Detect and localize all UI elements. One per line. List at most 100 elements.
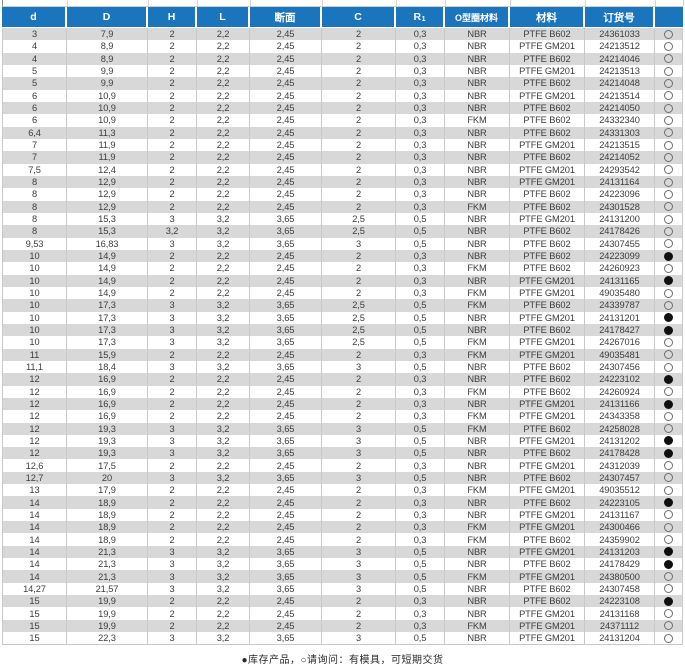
cell-D: 12,9 — [67, 200, 148, 213]
cell-order-no: 24359902 — [585, 533, 655, 546]
cell-D: 21,3 — [67, 545, 148, 559]
cell-status — [655, 126, 683, 139]
cell-oring-material: NBR — [445, 434, 510, 448]
cell-D: 19,9 — [67, 595, 148, 608]
cell-L: 2,2 — [197, 496, 250, 509]
cell-L: 3,2 — [197, 237, 250, 250]
cell-C: 2 — [322, 200, 396, 213]
cell-H: 3 — [148, 632, 197, 645]
cell-oring-material: NBR — [445, 52, 510, 65]
cell-d: 10 — [2, 336, 67, 349]
cell-D: 17,3 — [67, 311, 148, 324]
inquiry-dot-icon — [664, 239, 673, 249]
cell-oring-material: NBR — [445, 237, 510, 250]
cell-status — [655, 138, 683, 152]
cell-C: 2 — [322, 595, 396, 608]
table-row: 14 21,3 3 3,2 3,65 3 0,5 NBR PTFE B602 24178429 — [2, 558, 683, 571]
cell-d: 10 — [2, 262, 67, 275]
cell-d: 3 — [2, 28, 67, 41]
cell-H: 2 — [148, 262, 197, 275]
top-edge-cell — [446, 0, 511, 6]
cell-R1: 0,3 — [396, 410, 445, 423]
cell-d: 12 — [2, 385, 67, 398]
cell-L: 2,2 — [197, 274, 250, 287]
cell-L: 2,2 — [197, 607, 250, 620]
cell-order-no: 49035481 — [585, 348, 655, 361]
cell-d: 14 — [2, 521, 67, 534]
cell-status — [655, 373, 683, 386]
cell-order-no: 24307456 — [585, 360, 655, 374]
cell-section: 2,45 — [250, 595, 322, 608]
legend-note: ●库存产品，○请询问：有模具，可短期交货 — [0, 651, 685, 666]
cell-R1: 0,3 — [396, 348, 445, 361]
cell-order-no: 24223105 — [585, 496, 655, 509]
inquiry-dot-icon — [664, 350, 673, 360]
table-row: 6 10,9 2 2,2 2,45 2 0,3 FKM PTFE B602 24332340 — [2, 114, 683, 127]
table-row: 8 12,9 2 2,2 2,45 2 0,3 NBR PTFE GM201 24131164 — [2, 175, 683, 189]
table-row: 13 17,9 2 2,2 2,45 2 0,3 FKM PTFE GM201 49035512 — [2, 484, 683, 497]
cell-material: PTFE GM201 — [510, 274, 585, 287]
cell-D: 14,9 — [67, 262, 148, 275]
cell-d: 12 — [2, 410, 67, 423]
cell-C: 2,5 — [322, 212, 396, 226]
cell-oring-material: NBR — [445, 447, 510, 460]
cell-order-no: 49035480 — [585, 286, 655, 300]
cell-C: 3 — [322, 434, 396, 448]
cell-section: 3,65 — [250, 558, 322, 571]
cell-material: PTFE B602 — [510, 299, 585, 312]
cell-section: 2,45 — [250, 163, 322, 176]
cell-order-no: 24178429 — [585, 558, 655, 571]
cell-order-no: 24307458 — [585, 582, 655, 596]
cell-order-no: 24223108 — [585, 595, 655, 608]
top-edge-cell — [251, 0, 323, 6]
cell-oring-material: FKM — [445, 200, 510, 213]
cell-order-no: 24131168 — [585, 607, 655, 620]
cell-D: 17,3 — [67, 323, 148, 337]
cell-L: 3,2 — [197, 471, 250, 485]
table-row: 4 8,9 2 2,2 2,45 2 0,3 NBR PTFE GM201 24213512 — [2, 40, 683, 53]
cell-oring-material: NBR — [445, 77, 510, 90]
cell-d: 7 — [2, 138, 67, 152]
cell-oring-material: NBR — [445, 126, 510, 139]
cell-H: 2 — [148, 200, 197, 213]
cell-C: 3 — [322, 237, 396, 250]
column-header-L: L — [197, 7, 250, 27]
cell-order-no: 24343358 — [585, 410, 655, 423]
cell-R1: 0,5 — [396, 237, 445, 250]
inquiry-dot-icon — [664, 54, 673, 64]
cell-section: 2,45 — [250, 348, 322, 361]
cell-H: 3 — [148, 545, 197, 559]
cell-status — [655, 262, 683, 275]
inquiry-dot-icon — [664, 510, 673, 520]
cell-d: 13 — [2, 484, 67, 497]
cell-L: 3,2 — [197, 336, 250, 349]
cell-D: 10,9 — [67, 114, 148, 127]
cell-oring-material: NBR — [445, 360, 510, 374]
cell-order-no: 24332340 — [585, 114, 655, 127]
cell-L: 2,2 — [197, 89, 250, 102]
cell-section: 3,65 — [250, 299, 322, 312]
cell-R1: 0,5 — [396, 570, 445, 583]
cell-section: 2,45 — [250, 286, 322, 300]
cell-oring-material: FKM — [445, 533, 510, 546]
cell-R1: 0,5 — [396, 558, 445, 571]
cell-status — [655, 28, 683, 41]
cell-material: PTFE B602 — [510, 225, 585, 238]
top-edge-cell — [198, 0, 251, 6]
top-edge-cell — [323, 0, 397, 6]
cell-R1: 0,3 — [396, 28, 445, 41]
table-row: 12 19,3 3 3,2 3,65 3 0,5 NBR PTFE B602 24178428 — [2, 447, 683, 460]
cell-order-no: 24312039 — [585, 459, 655, 472]
inquiry-dot-icon — [664, 387, 673, 397]
cell-d: 8 — [2, 225, 67, 238]
cell-oring-material: NBR — [445, 28, 510, 41]
cell-oring-material: NBR — [445, 607, 510, 620]
cell-order-no: 24214050 — [585, 101, 655, 115]
cell-d: 12 — [2, 397, 67, 411]
cell-L: 3,2 — [197, 360, 250, 374]
cell-D: 18,9 — [67, 496, 148, 509]
cell-status — [655, 40, 683, 53]
cell-L: 3,2 — [197, 422, 250, 435]
cell-material: PTFE B602 — [510, 422, 585, 435]
